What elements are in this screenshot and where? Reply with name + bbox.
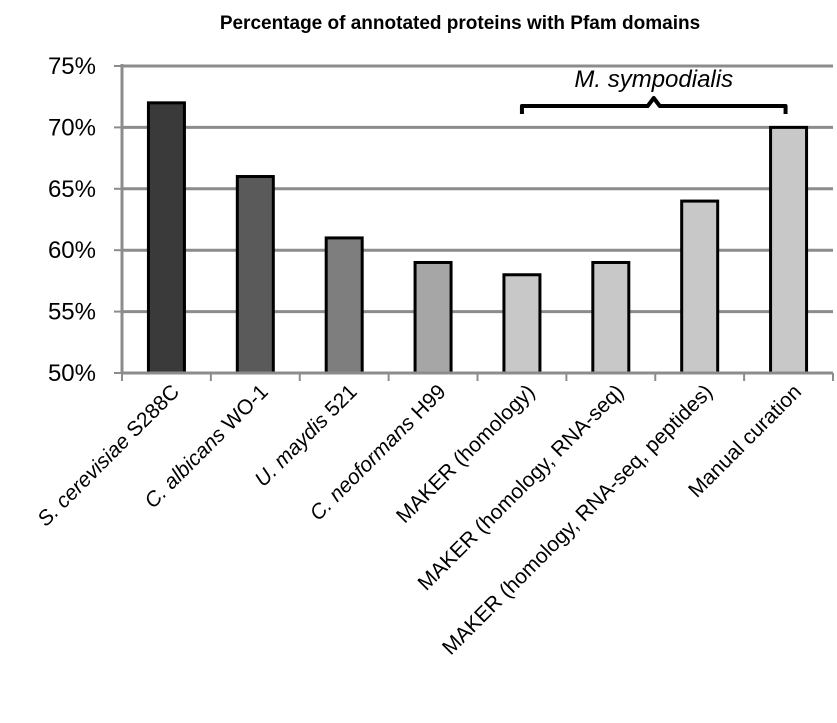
y-tick-label: 70% [48, 114, 96, 141]
bars [146, 101, 809, 375]
bar [324, 236, 364, 375]
gridlines [122, 64, 833, 314]
bar [502, 273, 542, 375]
annotation-bracket [519, 96, 788, 114]
bar [769, 125, 809, 375]
y-tick-label: 55% [48, 299, 96, 326]
y-tick-label: 60% [48, 237, 96, 264]
bar [591, 260, 631, 375]
chart-title: Percentage of annotated proteins with Pf… [220, 13, 700, 34]
bar [413, 260, 453, 375]
bar [235, 175, 275, 375]
y-tick-label: 65% [48, 176, 96, 203]
annotation-label: M. sympodialis [574, 66, 733, 93]
y-tick-label: 50% [48, 360, 96, 387]
x-tick-label: S. cerevisiae S288C [33, 380, 184, 531]
y-tick-label: 75% [48, 53, 96, 80]
bar [146, 101, 186, 375]
bar [680, 199, 720, 375]
axes [120, 64, 834, 381]
annotation: M. sympodialis [519, 66, 788, 114]
y-axis-ticks: 50% 55% 60% 65% 70% 75% [48, 53, 122, 387]
